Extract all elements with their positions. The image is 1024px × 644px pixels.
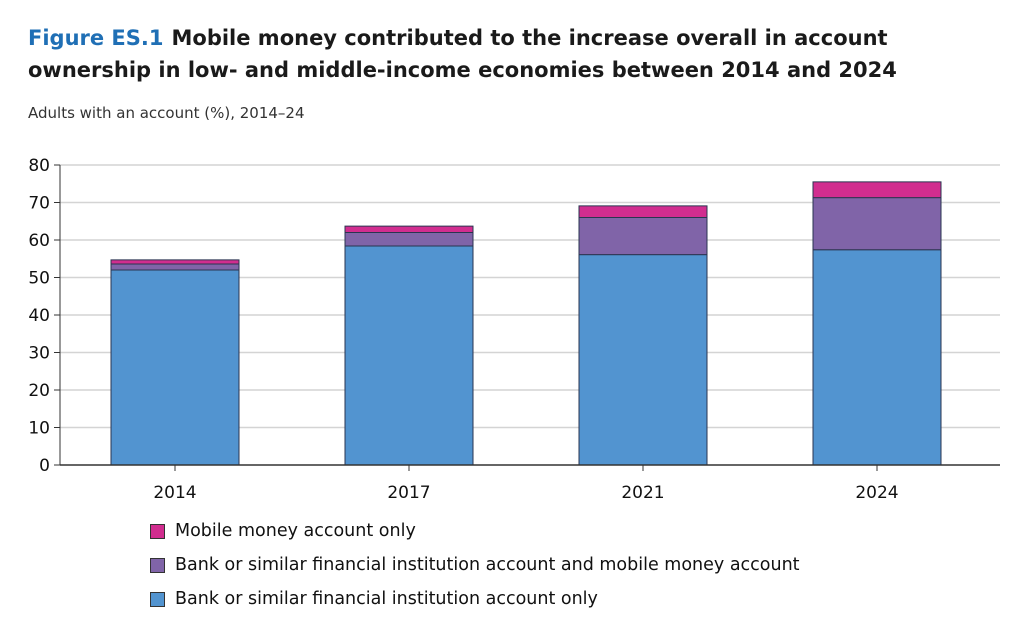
figure-label: Figure ES.1 <box>28 26 164 50</box>
chart-title: Figure ES.1 Mobile money contributed to t… <box>28 22 988 86</box>
bar-segment <box>344 245 474 466</box>
bar-segment <box>578 205 708 218</box>
legend-swatch <box>150 591 165 607</box>
bar-segment <box>812 249 942 466</box>
legend-swatch <box>150 523 165 539</box>
x-tick-label: 2014 <box>153 483 196 503</box>
legend-item: Bank or similar financial institution ac… <box>150 582 800 616</box>
bar-segment <box>812 181 942 199</box>
x-tick-label: 2021 <box>621 483 664 503</box>
bar-segment <box>110 259 240 265</box>
chart-subtitle: Adults with an account (%), 2014–24 <box>28 104 305 122</box>
y-tick-label: 30 <box>28 344 50 364</box>
bar-segment <box>110 269 240 466</box>
title-text: Mobile money contributed to the increase… <box>28 26 897 82</box>
legend: Mobile money account only Bank or similar… <box>150 514 800 616</box>
legend-item: Bank or similar financial institution ac… <box>150 548 800 582</box>
bar-segment <box>344 232 474 247</box>
legend-label: Bank or similar financial institution ac… <box>175 555 800 575</box>
x-tick-label: 2017 <box>387 483 430 503</box>
y-tick-label: 60 <box>28 231 50 251</box>
bar-segment <box>812 197 942 251</box>
bar-segment <box>578 217 708 256</box>
y-tick-label: 50 <box>28 269 50 289</box>
bar-segment <box>578 254 708 466</box>
x-tick-label: 2024 <box>855 483 898 503</box>
y-tick-label: 70 <box>28 194 50 214</box>
y-tick-label: 40 <box>28 306 50 326</box>
y-tick-label: 80 <box>28 156 50 176</box>
legend-item: Mobile money account only <box>150 514 800 548</box>
legend-label: Bank or similar financial institution ac… <box>175 589 598 609</box>
bar-segment <box>344 225 474 233</box>
y-tick-label: 20 <box>28 381 50 401</box>
legend-label: Mobile money account only <box>175 521 416 541</box>
bar-segment <box>110 263 240 271</box>
legend-swatch <box>150 557 165 573</box>
y-tick-label: 0 <box>39 456 50 476</box>
y-tick-label: 10 <box>28 419 50 439</box>
